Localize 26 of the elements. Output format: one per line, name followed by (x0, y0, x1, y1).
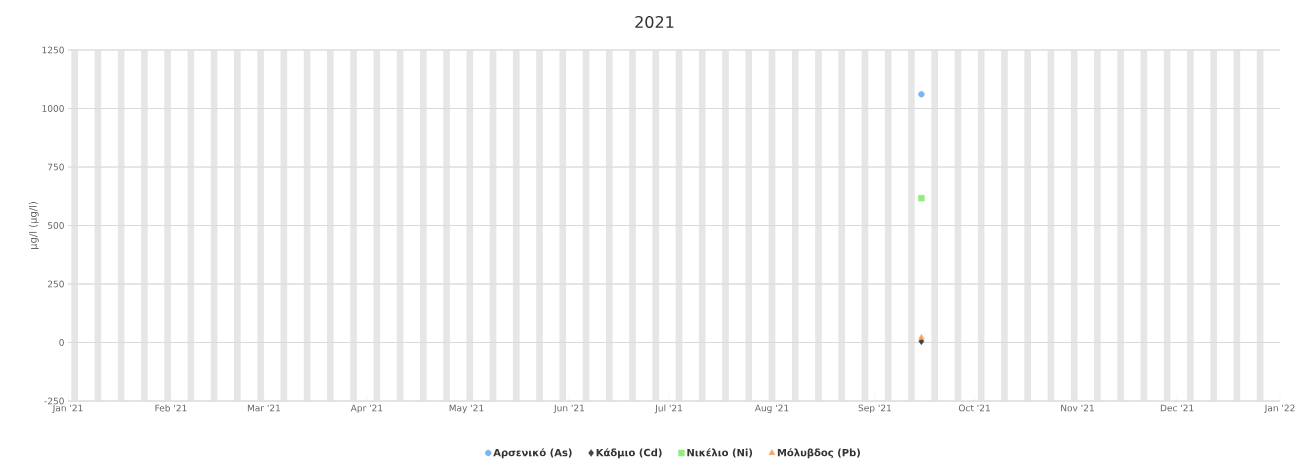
x-tick-label: Dec '21 (1160, 404, 1194, 412)
x-tick-label: Mar '21 (247, 404, 280, 412)
legend-label: Κάδμιο (Cd) (596, 448, 662, 459)
y-tick-label: 750 (48, 163, 64, 171)
x-tick-label: Oct '21 (958, 404, 990, 412)
chart-title: 2021 (635, 15, 674, 29)
y-tick-label: 1250 (42, 46, 64, 54)
legend-label: Μόλυβδος (Pb) (777, 448, 860, 459)
x-tick-label: Aug '21 (754, 404, 789, 414)
y-axis-title: μg/l (μg/l) (29, 202, 39, 249)
y-tick-label: -250 (44, 397, 64, 405)
y-tick-label: 0 (59, 339, 64, 346)
y-tick-label: 1000 (42, 105, 64, 112)
x-tick-label: Jun '21 (553, 404, 585, 414)
legend-label: Νικέλιο (Ni) (687, 448, 753, 458)
x-tick-label: Apr '21 (350, 404, 383, 414)
x-tick-label: Jan '22 (1264, 404, 1295, 414)
x-tick-label: Sep '21 (858, 404, 891, 414)
y-tick-label: 250 (47, 280, 64, 288)
x-tick-label: Nov '21 (1061, 404, 1094, 412)
x-tick-label: Feb '21 (155, 404, 187, 412)
y-tick-label: 500 (47, 222, 64, 229)
x-tick-label: Jan '21 (52, 404, 83, 414)
legend-label: Αρσενικό (As) (493, 448, 572, 459)
x-tick-label: Jul '21 (654, 404, 683, 414)
x-tick-label: May '21 (449, 404, 484, 414)
